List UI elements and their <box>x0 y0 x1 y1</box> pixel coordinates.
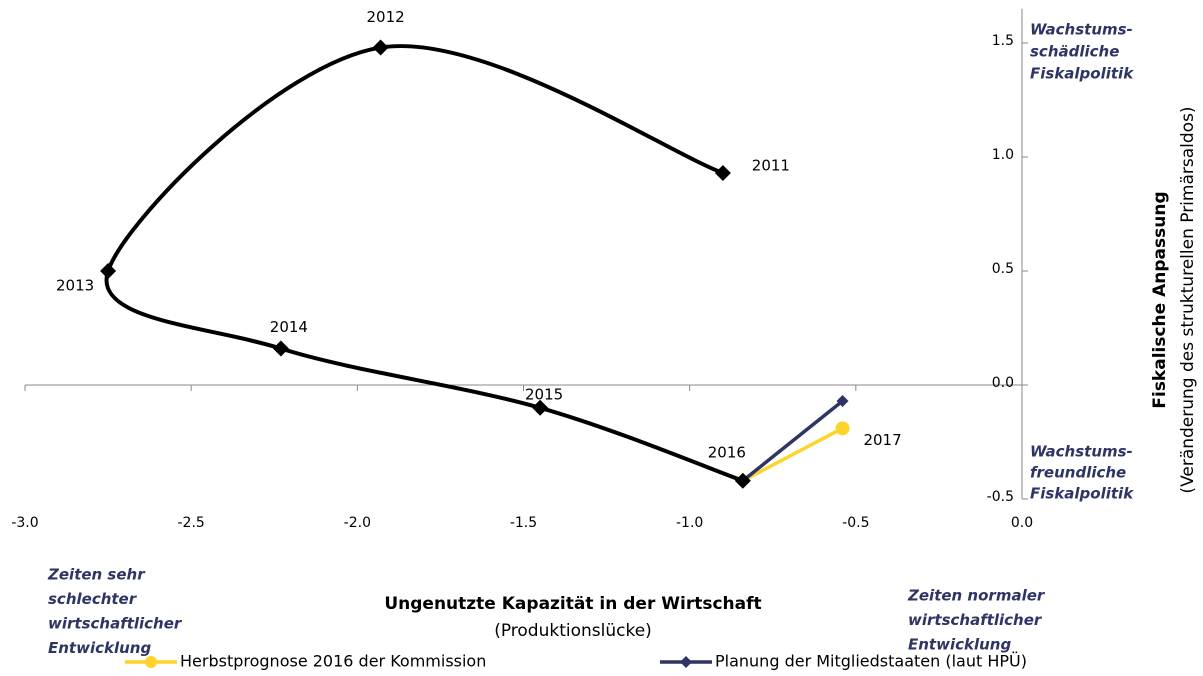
x-axis-subtitle: (Produktionslücke) <box>494 621 652 641</box>
annotation: Wachstums- <box>1030 443 1133 461</box>
annotation: freundliche <box>1030 464 1126 482</box>
legend-marker <box>680 656 692 668</box>
marker <box>734 472 751 489</box>
legend-label: Herbstprognose 2016 der Kommission <box>180 652 486 671</box>
y-tick-label: 0.5 <box>992 261 1014 277</box>
annotation: Fiskalpolitik <box>1030 65 1134 83</box>
marker <box>100 263 117 279</box>
x-tick-label: -3.0 <box>11 515 38 531</box>
y-tick-label: -0.5 <box>987 489 1014 505</box>
series-line <box>741 399 844 483</box>
annotation: wirtschaftlicher <box>48 615 183 633</box>
series-line <box>104 44 744 483</box>
series-line <box>742 426 844 483</box>
annotation: Fiskalpolitik <box>1030 485 1134 503</box>
marker <box>372 39 389 56</box>
annotation: Entwicklung <box>48 639 151 657</box>
annotation: Zeiten normaler <box>907 587 1046 605</box>
y-tick-label: 1.5 <box>992 33 1014 49</box>
point-label: 2012 <box>367 8 405 26</box>
marker <box>714 164 731 181</box>
annotation: Zeiten sehr <box>47 566 146 584</box>
point-label: 2016 <box>708 443 746 461</box>
annotation: Wachstums- <box>1030 21 1133 39</box>
legend-marker <box>145 656 157 668</box>
point-label: 2017 <box>863 431 901 449</box>
annotation: wirtschaftlicher <box>908 611 1043 629</box>
marker <box>836 394 849 407</box>
y-axis-title: Fiskalische Anpassung <box>1150 191 1170 408</box>
marker <box>532 399 549 416</box>
x-tick-label: -1.5 <box>510 515 537 531</box>
marker <box>272 340 289 357</box>
y-axis-subtitle: (Veränderung des strukturellen Primärsal… <box>1178 106 1198 493</box>
annotation: schlechter <box>48 590 138 608</box>
y-tick-label: 0.0 <box>992 375 1014 391</box>
x-axis-title: Ungenutzte Kapazität in der Wirtschaft <box>384 594 761 614</box>
point-label: 2011 <box>752 156 790 174</box>
point-label: 2015 <box>525 385 563 403</box>
x-tick-label: -2.5 <box>178 515 205 531</box>
marker <box>835 421 850 436</box>
legend-label: Planung der Mitgliedstaaten (laut HPÜ) <box>715 652 1027 671</box>
x-tick-label: -2.0 <box>344 515 371 531</box>
x-tick-label: 0.0 <box>1011 515 1033 531</box>
x-tick-label: -0.5 <box>842 515 869 531</box>
y-tick-label: 1.0 <box>992 147 1014 163</box>
point-label: 2013 <box>56 277 94 295</box>
point-label: 2014 <box>270 318 308 336</box>
annotation: schädliche <box>1030 43 1119 61</box>
annotation: Entwicklung <box>908 636 1011 654</box>
x-tick-label: -1.0 <box>676 515 703 531</box>
